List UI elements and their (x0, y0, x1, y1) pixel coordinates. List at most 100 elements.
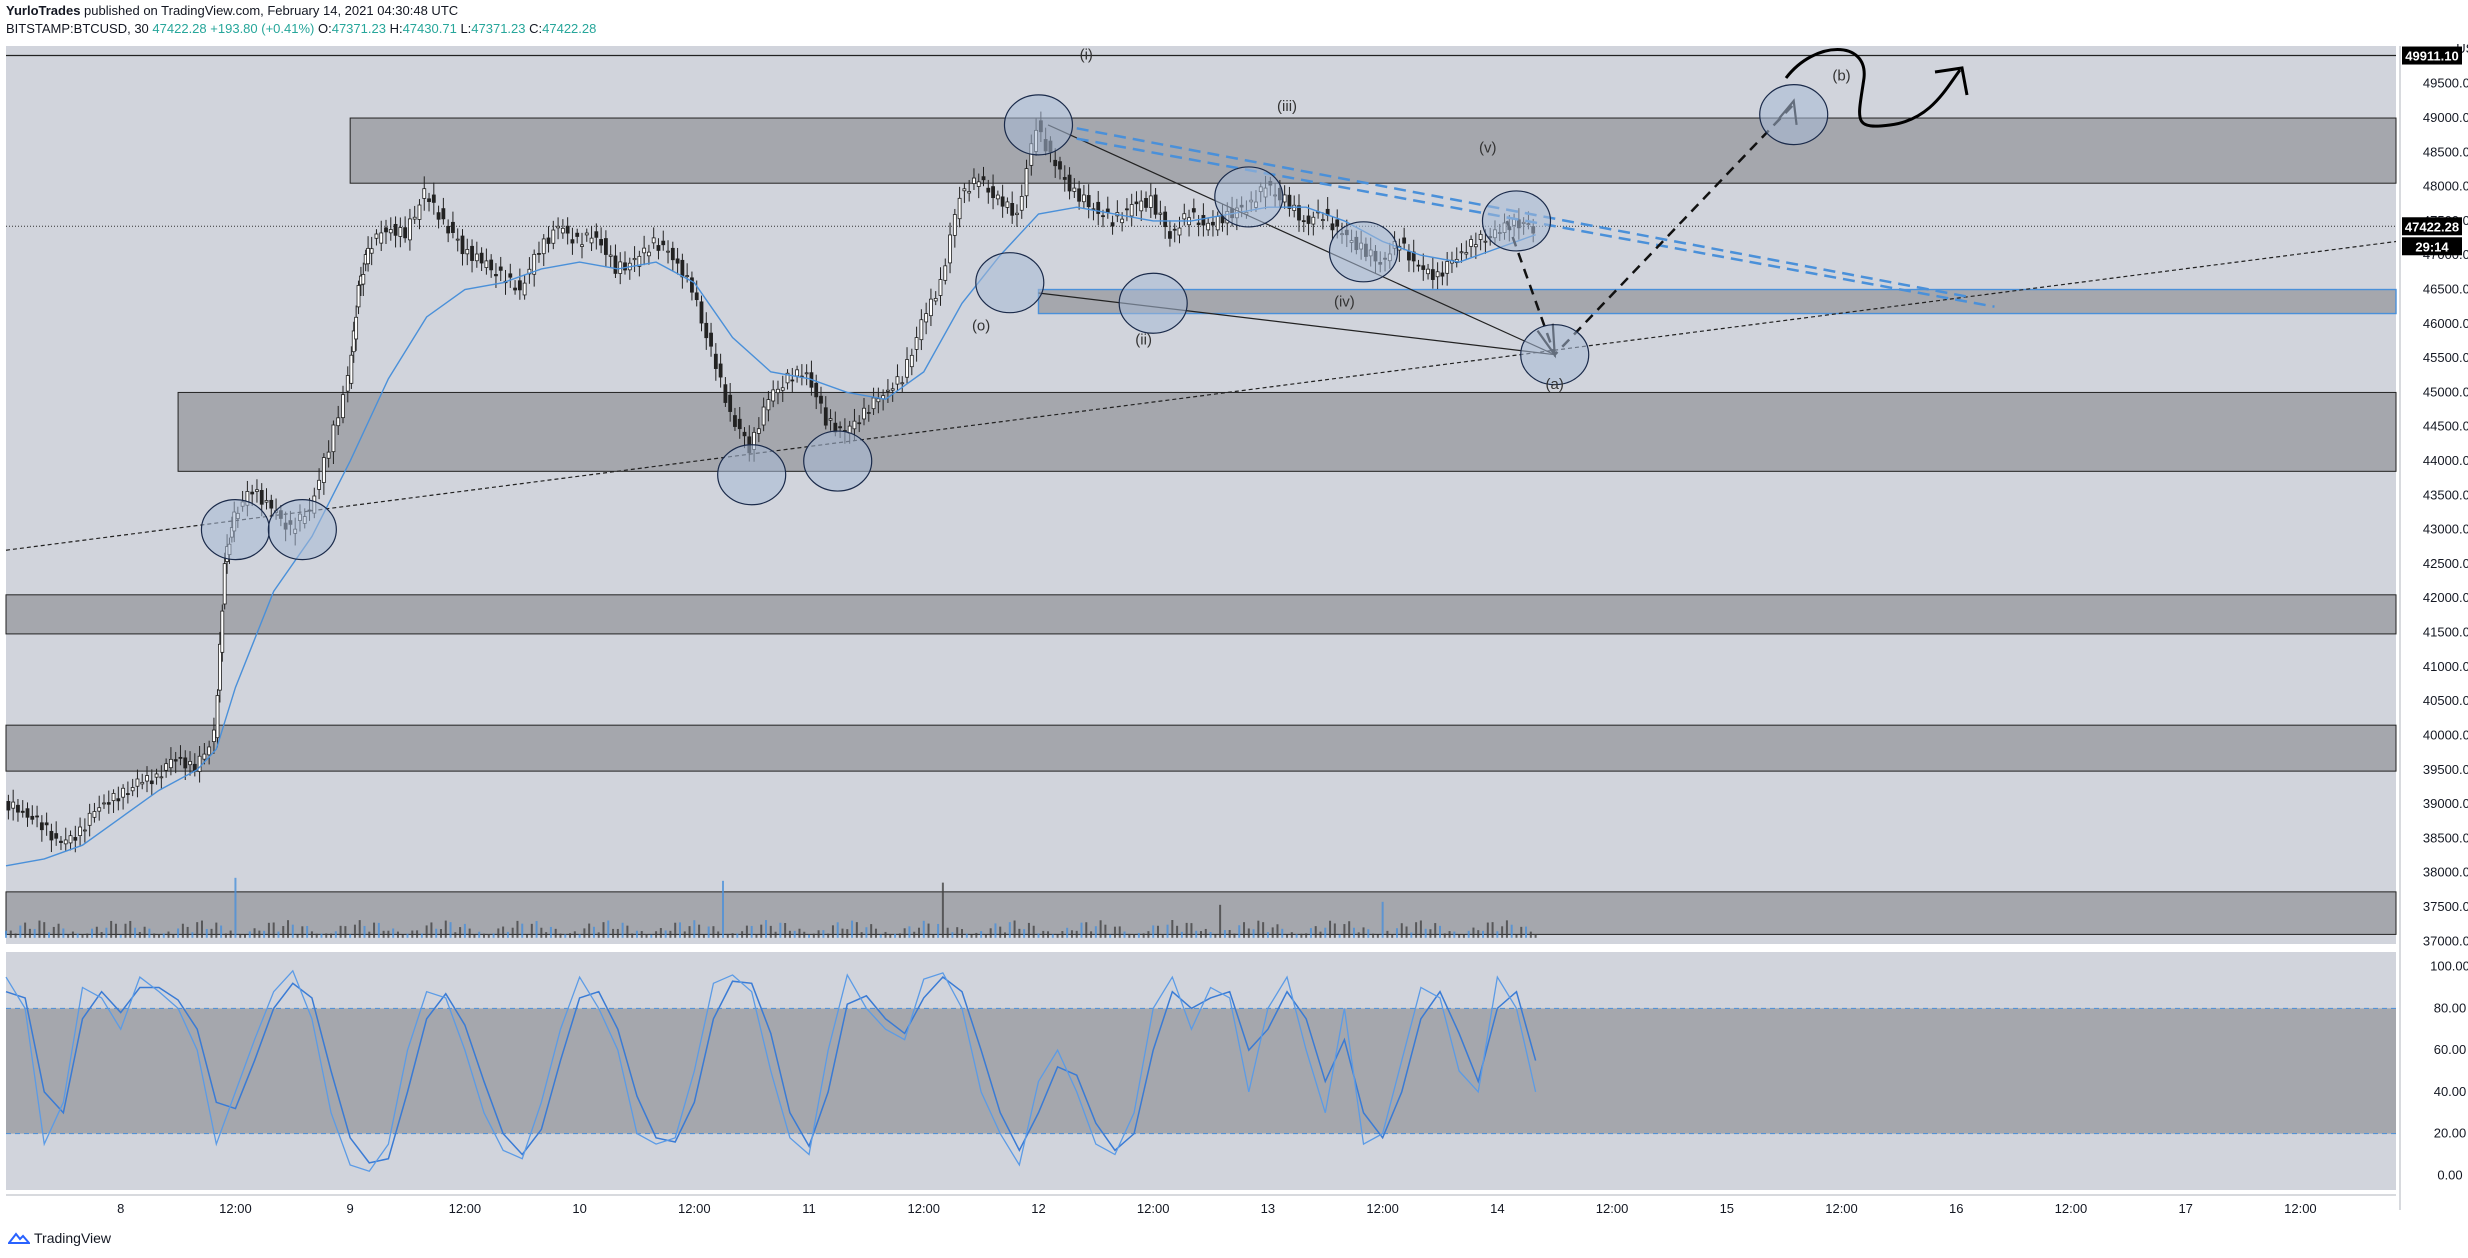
close-label: C: (529, 21, 543, 36)
symbol-label: BITSTAMP:BTCUSD, 30 (6, 21, 149, 36)
candle-body (1000, 196, 1005, 207)
volume-bar (301, 926, 304, 938)
volume-bar (67, 934, 70, 938)
wave-label: (b) (1832, 67, 1850, 84)
candle-body (1101, 215, 1105, 218)
volume-bar (1195, 930, 1198, 938)
volume-bar (702, 934, 705, 938)
candle-body (962, 188, 967, 192)
volume-bar (1228, 930, 1231, 938)
volume-bar (1123, 931, 1126, 938)
candle-body (1191, 208, 1196, 213)
tradingview-logo[interactable]: TradingView (8, 1230, 111, 1246)
volume-bar (1156, 925, 1159, 938)
volume-bar (62, 928, 65, 938)
volume-bar (506, 931, 509, 938)
candle-body (737, 418, 742, 430)
volume-bar (597, 932, 600, 938)
volume-bar (1166, 924, 1169, 938)
volume-bar (545, 932, 548, 938)
volume-bar (358, 920, 361, 938)
price-tick-label: 46000.00 (2423, 316, 2468, 331)
highlight-circle (717, 444, 787, 506)
volume-bar (1018, 928, 1021, 938)
candle-body (666, 250, 670, 253)
volume-bar (157, 934, 160, 938)
volume-bar (994, 923, 997, 938)
volume-bar (124, 923, 127, 938)
candle-body (1297, 205, 1301, 221)
highlight-circle (1759, 84, 1829, 146)
volume-bar (645, 934, 648, 938)
volume-bar (521, 923, 524, 938)
volume-bars (5, 877, 1537, 938)
volume-bar (435, 928, 438, 938)
candle-body (1153, 194, 1158, 215)
volume-bar (416, 930, 419, 938)
volume-bar (172, 934, 175, 938)
volume-bar (91, 928, 94, 938)
countdown-badge: 29:14 (2415, 239, 2449, 254)
volume-bar (803, 931, 806, 938)
volume-bar (1185, 922, 1188, 938)
price-pane-background (6, 46, 2396, 944)
price-tick-label: 37500.00 (2423, 899, 2468, 914)
candle-body (929, 298, 933, 317)
volume-bar (1075, 930, 1078, 938)
volume-bar (502, 926, 505, 938)
candle-body (494, 274, 498, 277)
candle-body (361, 274, 366, 285)
candle-body (603, 238, 608, 255)
volume-bar (339, 925, 342, 938)
candle-body (1215, 216, 1220, 231)
volume-bar (1491, 922, 1494, 938)
volume-bar (1262, 922, 1265, 938)
top-price-badge: 49911.10 (2405, 49, 2459, 64)
candle-body (498, 266, 503, 271)
candle-body (886, 389, 890, 392)
volume-bar (650, 934, 653, 938)
volume-bar (220, 925, 223, 938)
volume-bar (559, 933, 562, 938)
volume-bar (1271, 927, 1274, 938)
volume-bar (674, 922, 677, 938)
volume-bar (583, 928, 586, 938)
volume-bar (373, 922, 376, 938)
candle-body (250, 491, 255, 495)
candle-body (709, 332, 713, 347)
volume-bar (272, 922, 275, 938)
rising-trendline (5, 240, 2397, 551)
price-tick-label: 45500.00 (2423, 350, 2468, 365)
candle-body (670, 247, 675, 261)
time-tick-label: 10 (572, 1201, 586, 1216)
candle-body (218, 643, 222, 691)
volume-bar (86, 933, 89, 938)
candle-body (183, 757, 188, 769)
volume-bar (119, 934, 122, 938)
volume-bar (1395, 928, 1398, 938)
volume-bar (927, 923, 930, 938)
candle-body (173, 759, 178, 762)
author-name[interactable]: YurloTrades (6, 3, 81, 18)
candle-body (111, 793, 116, 802)
publish-info: YurloTrades published on TradingView.com… (6, 3, 458, 18)
candle-body (1201, 215, 1206, 226)
volume-bar (138, 931, 141, 938)
volume-bar (554, 928, 557, 938)
candle-body (694, 292, 699, 301)
volume-bar (1070, 930, 1073, 938)
highlight-circle (1214, 166, 1284, 228)
candle-body (876, 398, 881, 403)
candle-body (632, 258, 637, 261)
volume-bar (822, 930, 825, 938)
candle-body (39, 822, 44, 831)
volume-bar (105, 927, 108, 938)
volume-bar (43, 922, 46, 938)
volume-bar (210, 928, 213, 938)
candle-body (159, 776, 164, 779)
volume-bar (1462, 934, 1465, 938)
volume-bar (377, 922, 380, 938)
candle-body (212, 729, 216, 743)
volume-bar (602, 922, 605, 938)
